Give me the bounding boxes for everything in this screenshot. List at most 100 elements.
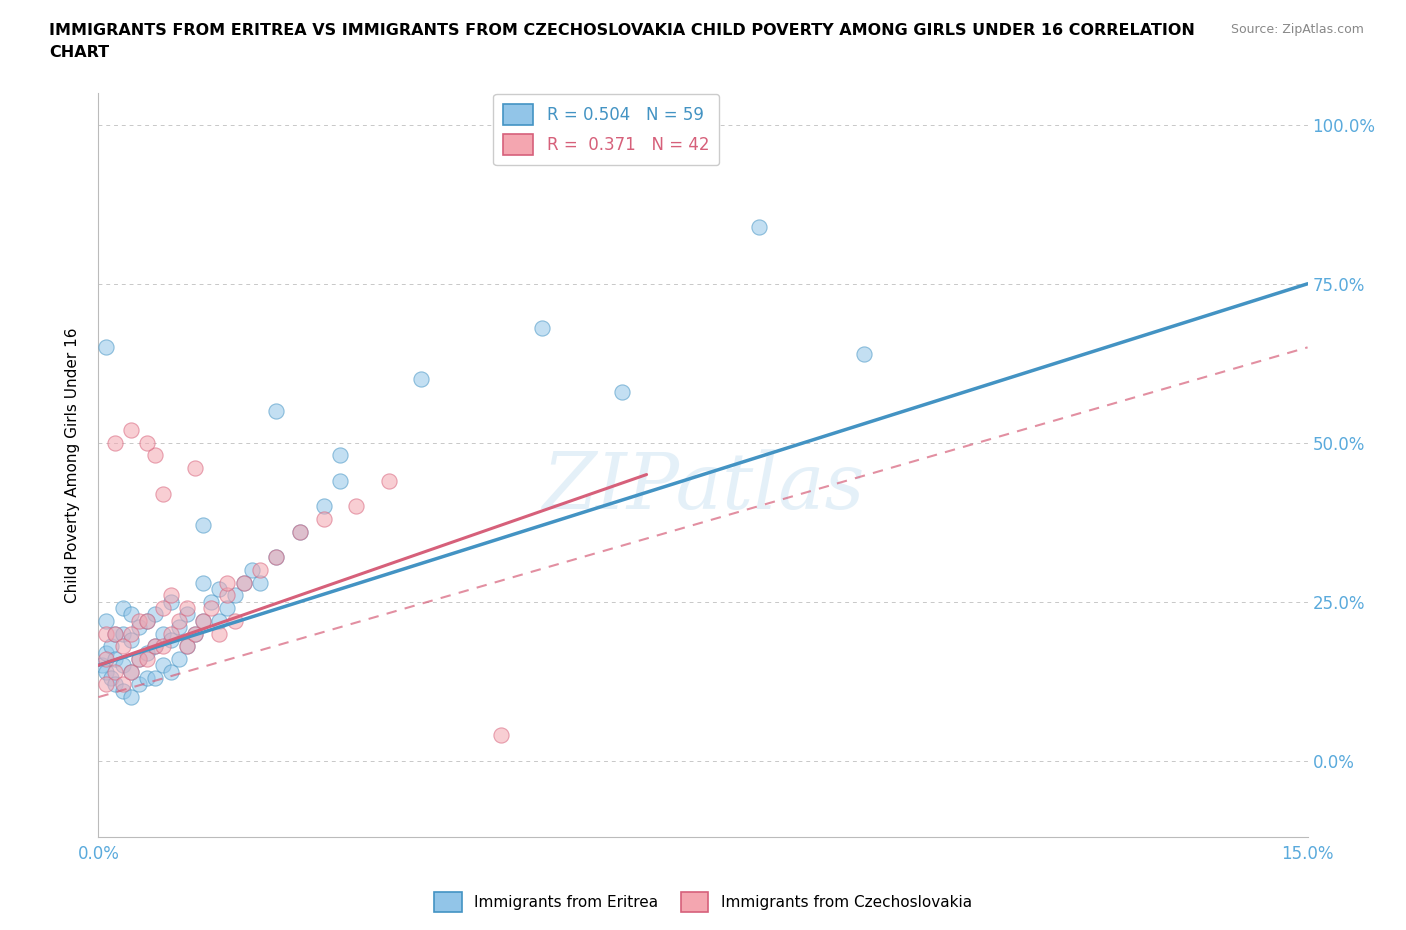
Point bbox=[96, 614, 118, 629]
Point bbox=[176, 639, 198, 654]
Point bbox=[530, 321, 553, 336]
Point bbox=[143, 639, 166, 654]
Point bbox=[135, 614, 157, 629]
Point bbox=[344, 498, 367, 513]
Point bbox=[111, 626, 134, 641]
Point bbox=[240, 563, 263, 578]
Point bbox=[152, 639, 174, 654]
Point bbox=[103, 626, 125, 641]
Point bbox=[217, 601, 239, 616]
Point bbox=[853, 346, 876, 361]
Point bbox=[409, 372, 432, 387]
Point bbox=[152, 601, 174, 616]
Point bbox=[96, 664, 118, 679]
Point bbox=[184, 460, 207, 475]
Point bbox=[128, 677, 150, 692]
Point bbox=[120, 632, 142, 647]
Point bbox=[249, 563, 271, 578]
Point bbox=[288, 525, 311, 539]
Point bbox=[491, 728, 513, 743]
Point bbox=[103, 664, 125, 679]
Legend: Immigrants from Eritrea, Immigrants from Czechoslovakia: Immigrants from Eritrea, Immigrants from… bbox=[427, 886, 979, 918]
Point bbox=[176, 601, 198, 616]
Point bbox=[200, 601, 222, 616]
Point bbox=[96, 340, 118, 355]
Point bbox=[135, 645, 157, 660]
Point bbox=[143, 639, 166, 654]
Point bbox=[128, 652, 150, 667]
Point bbox=[264, 550, 287, 565]
Point bbox=[748, 219, 770, 234]
Point bbox=[120, 690, 142, 705]
Point bbox=[329, 473, 352, 488]
Point bbox=[224, 588, 246, 603]
Text: Source: ZipAtlas.com: Source: ZipAtlas.com bbox=[1230, 23, 1364, 36]
Point bbox=[103, 626, 125, 641]
Point bbox=[152, 626, 174, 641]
Point bbox=[96, 626, 118, 641]
Point bbox=[208, 581, 231, 596]
Point bbox=[184, 626, 207, 641]
Point bbox=[217, 588, 239, 603]
Point bbox=[100, 671, 122, 685]
Point bbox=[200, 594, 222, 609]
Point bbox=[100, 639, 122, 654]
Point bbox=[111, 684, 134, 698]
Point bbox=[91, 658, 114, 672]
Point bbox=[314, 512, 336, 526]
Point bbox=[143, 448, 166, 463]
Point bbox=[193, 518, 215, 533]
Point bbox=[176, 639, 198, 654]
Point bbox=[111, 601, 134, 616]
Point bbox=[377, 473, 399, 488]
Point bbox=[111, 677, 134, 692]
Point bbox=[184, 626, 207, 641]
Point bbox=[103, 677, 125, 692]
Point bbox=[167, 619, 190, 634]
Point bbox=[160, 632, 183, 647]
Point bbox=[135, 671, 157, 685]
Point bbox=[167, 614, 190, 629]
Point bbox=[232, 575, 254, 590]
Point bbox=[96, 652, 118, 667]
Legend: R = 0.504   N = 59, R =  0.371   N = 42: R = 0.504 N = 59, R = 0.371 N = 42 bbox=[494, 94, 720, 165]
Point bbox=[120, 422, 142, 437]
Point bbox=[176, 607, 198, 622]
Point bbox=[143, 607, 166, 622]
Text: IMMIGRANTS FROM ERITREA VS IMMIGRANTS FROM CZECHOSLOVAKIA CHILD POVERTY AMONG GI: IMMIGRANTS FROM ERITREA VS IMMIGRANTS FR… bbox=[49, 23, 1195, 38]
Point bbox=[128, 652, 150, 667]
Point bbox=[329, 448, 352, 463]
Point bbox=[314, 498, 336, 513]
Point bbox=[208, 614, 231, 629]
Point bbox=[612, 384, 634, 399]
Point bbox=[193, 614, 215, 629]
Point bbox=[135, 614, 157, 629]
Point bbox=[160, 588, 183, 603]
Point bbox=[160, 626, 183, 641]
Point bbox=[193, 614, 215, 629]
Point bbox=[249, 575, 271, 590]
Y-axis label: Child Poverty Among Girls Under 16: Child Poverty Among Girls Under 16 bbox=[65, 327, 80, 603]
Text: ZIPatlas: ZIPatlas bbox=[541, 449, 865, 525]
Point bbox=[152, 486, 174, 501]
Point bbox=[167, 652, 190, 667]
Point bbox=[128, 619, 150, 634]
Point bbox=[264, 404, 287, 418]
Point bbox=[160, 594, 183, 609]
Point bbox=[217, 575, 239, 590]
Point bbox=[111, 658, 134, 672]
Point bbox=[152, 658, 174, 672]
Point bbox=[135, 652, 157, 667]
Point bbox=[120, 607, 142, 622]
Point bbox=[160, 664, 183, 679]
Point bbox=[96, 677, 118, 692]
Point bbox=[103, 435, 125, 450]
Point bbox=[128, 614, 150, 629]
Point bbox=[120, 664, 142, 679]
Point bbox=[120, 664, 142, 679]
Point bbox=[135, 435, 157, 450]
Point bbox=[208, 626, 231, 641]
Point bbox=[111, 639, 134, 654]
Point bbox=[264, 550, 287, 565]
Point bbox=[224, 614, 246, 629]
